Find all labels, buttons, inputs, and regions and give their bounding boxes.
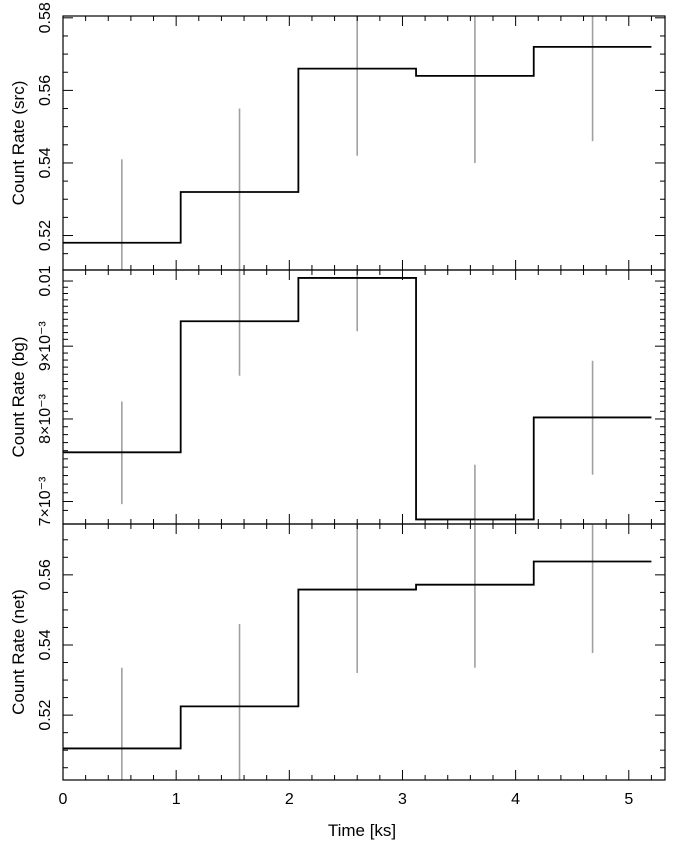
y-axis-label-net: Count Rate (net) (9, 589, 28, 715)
error-bars-net (121, 524, 594, 780)
x-tick-label: 4 (511, 791, 520, 808)
y-axis-label-src: Count Rate (src) (9, 81, 28, 206)
y-tick-label: 9×10⁻³ (37, 321, 54, 371)
y-tick-label: 0.52 (37, 220, 54, 251)
plot-frame-net (62, 523, 666, 781)
step-line-net (63, 560, 652, 750)
x-tick-label: 5 (624, 791, 633, 808)
y-tick-label: 0.54 (37, 629, 54, 660)
x-tick-label: 2 (285, 791, 294, 808)
x-tick-label: 0 (59, 791, 68, 808)
y-tick-label: 8×10⁻³ (37, 393, 54, 443)
plot-frame-src (62, 15, 666, 271)
y-tick-label: 0.56 (37, 75, 54, 106)
y-tick-label: 0.52 (37, 699, 54, 730)
step-line-bg (63, 277, 652, 521)
panel-net: 0.52 0.54 0.56 0 1 2 3 4 5 Count Rate (net) (9, 523, 666, 808)
plot-frame-bg (62, 269, 666, 525)
x-tick-label: 1 (172, 791, 181, 808)
y-tick-label: 0.58 (37, 2, 54, 33)
panel-bg: 7×10⁻³ 8×10⁻³ 9×10⁻³ 0.01 Count Rate (bg) (9, 265, 666, 526)
error-bars-bg (121, 270, 594, 524)
panel-src: 0.52 0.54 0.56 0.58 Count Rate (src) (9, 2, 666, 271)
y-tick-label: 0.01 (37, 265, 54, 296)
x-tick-label: 3 (398, 791, 407, 808)
x-axis-label: Time [ks] (328, 821, 396, 840)
error-bars-src (121, 16, 594, 270)
y-tick-label: 0.56 (37, 559, 54, 590)
y-tick-label: 7×10⁻³ (37, 476, 54, 526)
y-axis-label-bg: Count Rate (bg) (9, 337, 28, 458)
y-tick-label: 0.54 (37, 147, 54, 178)
step-line-src (63, 45, 652, 244)
